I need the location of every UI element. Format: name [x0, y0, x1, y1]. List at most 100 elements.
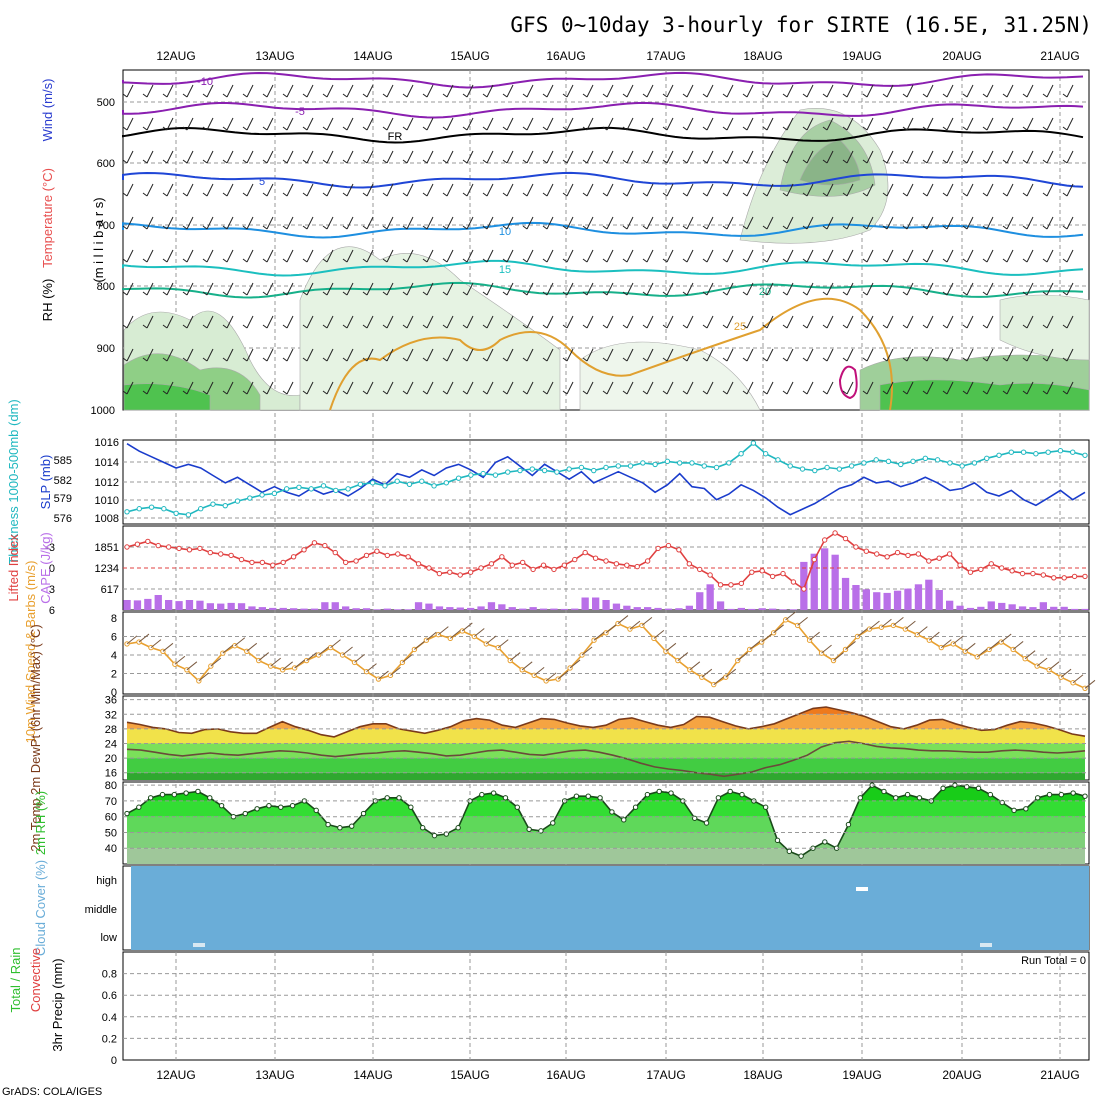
wind-barb	[646, 216, 654, 230]
bottom-date-label: 13AUG	[255, 1068, 294, 1082]
thickness-line-point	[1020, 449, 1027, 455]
wind-barb-flag	[1002, 324, 1008, 329]
wind-barb-flag	[482, 192, 488, 197]
wind-barb-flag	[682, 159, 688, 164]
wind-barb	[926, 183, 934, 197]
wind10-barb	[210, 657, 222, 667]
wind-barb-flag	[182, 126, 188, 131]
lifted-index-line-point	[915, 551, 922, 557]
wind-barb	[926, 282, 934, 296]
wind-barb	[1066, 183, 1074, 197]
wind-barb-flag	[1022, 225, 1028, 230]
wind-barb	[486, 315, 494, 329]
wind-barb-flag	[122, 225, 128, 230]
thickness-line-point	[910, 458, 916, 465]
wind-barb	[226, 381, 234, 395]
wind-barb-flag	[902, 390, 908, 395]
lifted-index-line-point	[415, 561, 422, 567]
wind-barb	[566, 150, 574, 164]
wind-barb-flag	[642, 390, 648, 395]
wind-barb	[666, 216, 674, 230]
wind-barb	[706, 282, 714, 296]
wind-barb	[626, 117, 634, 131]
wind-barb	[666, 84, 674, 98]
cape-bar	[227, 602, 235, 610]
wind-barb	[606, 249, 614, 263]
lifted-index-line-point	[676, 547, 682, 553]
wind-barb-flag	[502, 225, 508, 230]
isotherm-line	[122, 126, 1084, 144]
cape-bar	[269, 607, 277, 610]
cape-bar	[560, 608, 568, 610]
rh2m-line-point	[337, 825, 343, 831]
wind-barb-flag	[502, 291, 508, 296]
lifted-index-line-point	[1019, 570, 1026, 577]
wind-barb-flag	[342, 390, 348, 395]
wind-barb-flag	[262, 192, 268, 197]
wind-barb	[686, 117, 694, 131]
wind-barb-flag	[1022, 93, 1028, 98]
lifted-index-line-point	[311, 540, 318, 546]
cape-bar	[633, 607, 641, 610]
wind-barb	[226, 249, 234, 263]
lifted-index-line-point	[936, 555, 942, 561]
wind-barb	[1026, 84, 1034, 98]
wind-barb	[886, 150, 894, 164]
wind-barb-flag	[182, 390, 188, 395]
wind-barb-flag	[962, 390, 968, 395]
wind-barb	[726, 216, 734, 230]
lifted-index-line-point	[988, 561, 994, 567]
y-tick-label: 582	[54, 475, 72, 487]
wind-barb	[486, 249, 494, 263]
wind-barb	[806, 117, 814, 131]
wind-barb	[246, 381, 254, 395]
wind-barb-flag	[862, 258, 868, 263]
lifted-index-line-point	[280, 559, 286, 566]
wind-barb-flag	[742, 93, 748, 98]
wind-barb	[526, 150, 534, 164]
wind-barb	[926, 348, 934, 362]
wind-barb	[786, 249, 794, 263]
wind-barb-flag	[122, 159, 128, 164]
wind-barb	[846, 282, 854, 296]
wind-barb-flag	[1002, 291, 1008, 296]
wind-barb	[186, 150, 194, 164]
rh2m-line-point	[124, 810, 130, 817]
wind-barb-flag	[122, 258, 128, 263]
wind-barb	[246, 348, 254, 362]
cloud-axis-label: Cloud Cover (%)	[33, 860, 48, 956]
wind-barb-flag	[242, 324, 248, 329]
wind-barb-flag	[522, 126, 528, 131]
wind-barb-flag	[942, 258, 948, 263]
wind-barb	[266, 249, 274, 263]
y-tick-label: 1012	[95, 477, 119, 489]
wind-barb	[1006, 117, 1014, 131]
wind-barb	[346, 84, 354, 98]
wind-barb-flag	[242, 93, 248, 98]
bottom-date-label: 20AUG	[942, 1068, 981, 1082]
wind-barb	[906, 348, 914, 362]
cape-bar	[831, 554, 839, 610]
wind-barb	[426, 249, 434, 263]
wind-barb-flag	[942, 159, 948, 164]
wind-barb-flag	[982, 126, 988, 131]
lifted-index-line-point	[1082, 573, 1088, 580]
wind-barb-flag	[662, 291, 668, 296]
thickness-line-point	[898, 461, 904, 468]
rh2m-line-point	[715, 795, 722, 801]
wind-barb	[466, 315, 474, 329]
rh-band	[127, 816, 1085, 833]
wind-barb-flag	[142, 225, 148, 230]
y-axis-labels: (m i l l i b a r s)RH (%)Temperature (°C…	[6, 79, 106, 1052]
wind-barb-flag	[702, 324, 708, 329]
wind-barb	[1066, 381, 1074, 395]
wind-barb-flag	[462, 93, 468, 98]
cape-bar	[342, 606, 350, 610]
wind-barb-flag	[582, 291, 588, 296]
wind-barb	[186, 216, 194, 230]
wind-barb	[446, 117, 454, 131]
wind-barb	[566, 282, 574, 296]
wind-barb-flag	[982, 93, 988, 98]
wind-barb	[786, 84, 794, 98]
wind-barb-flag	[822, 159, 828, 164]
